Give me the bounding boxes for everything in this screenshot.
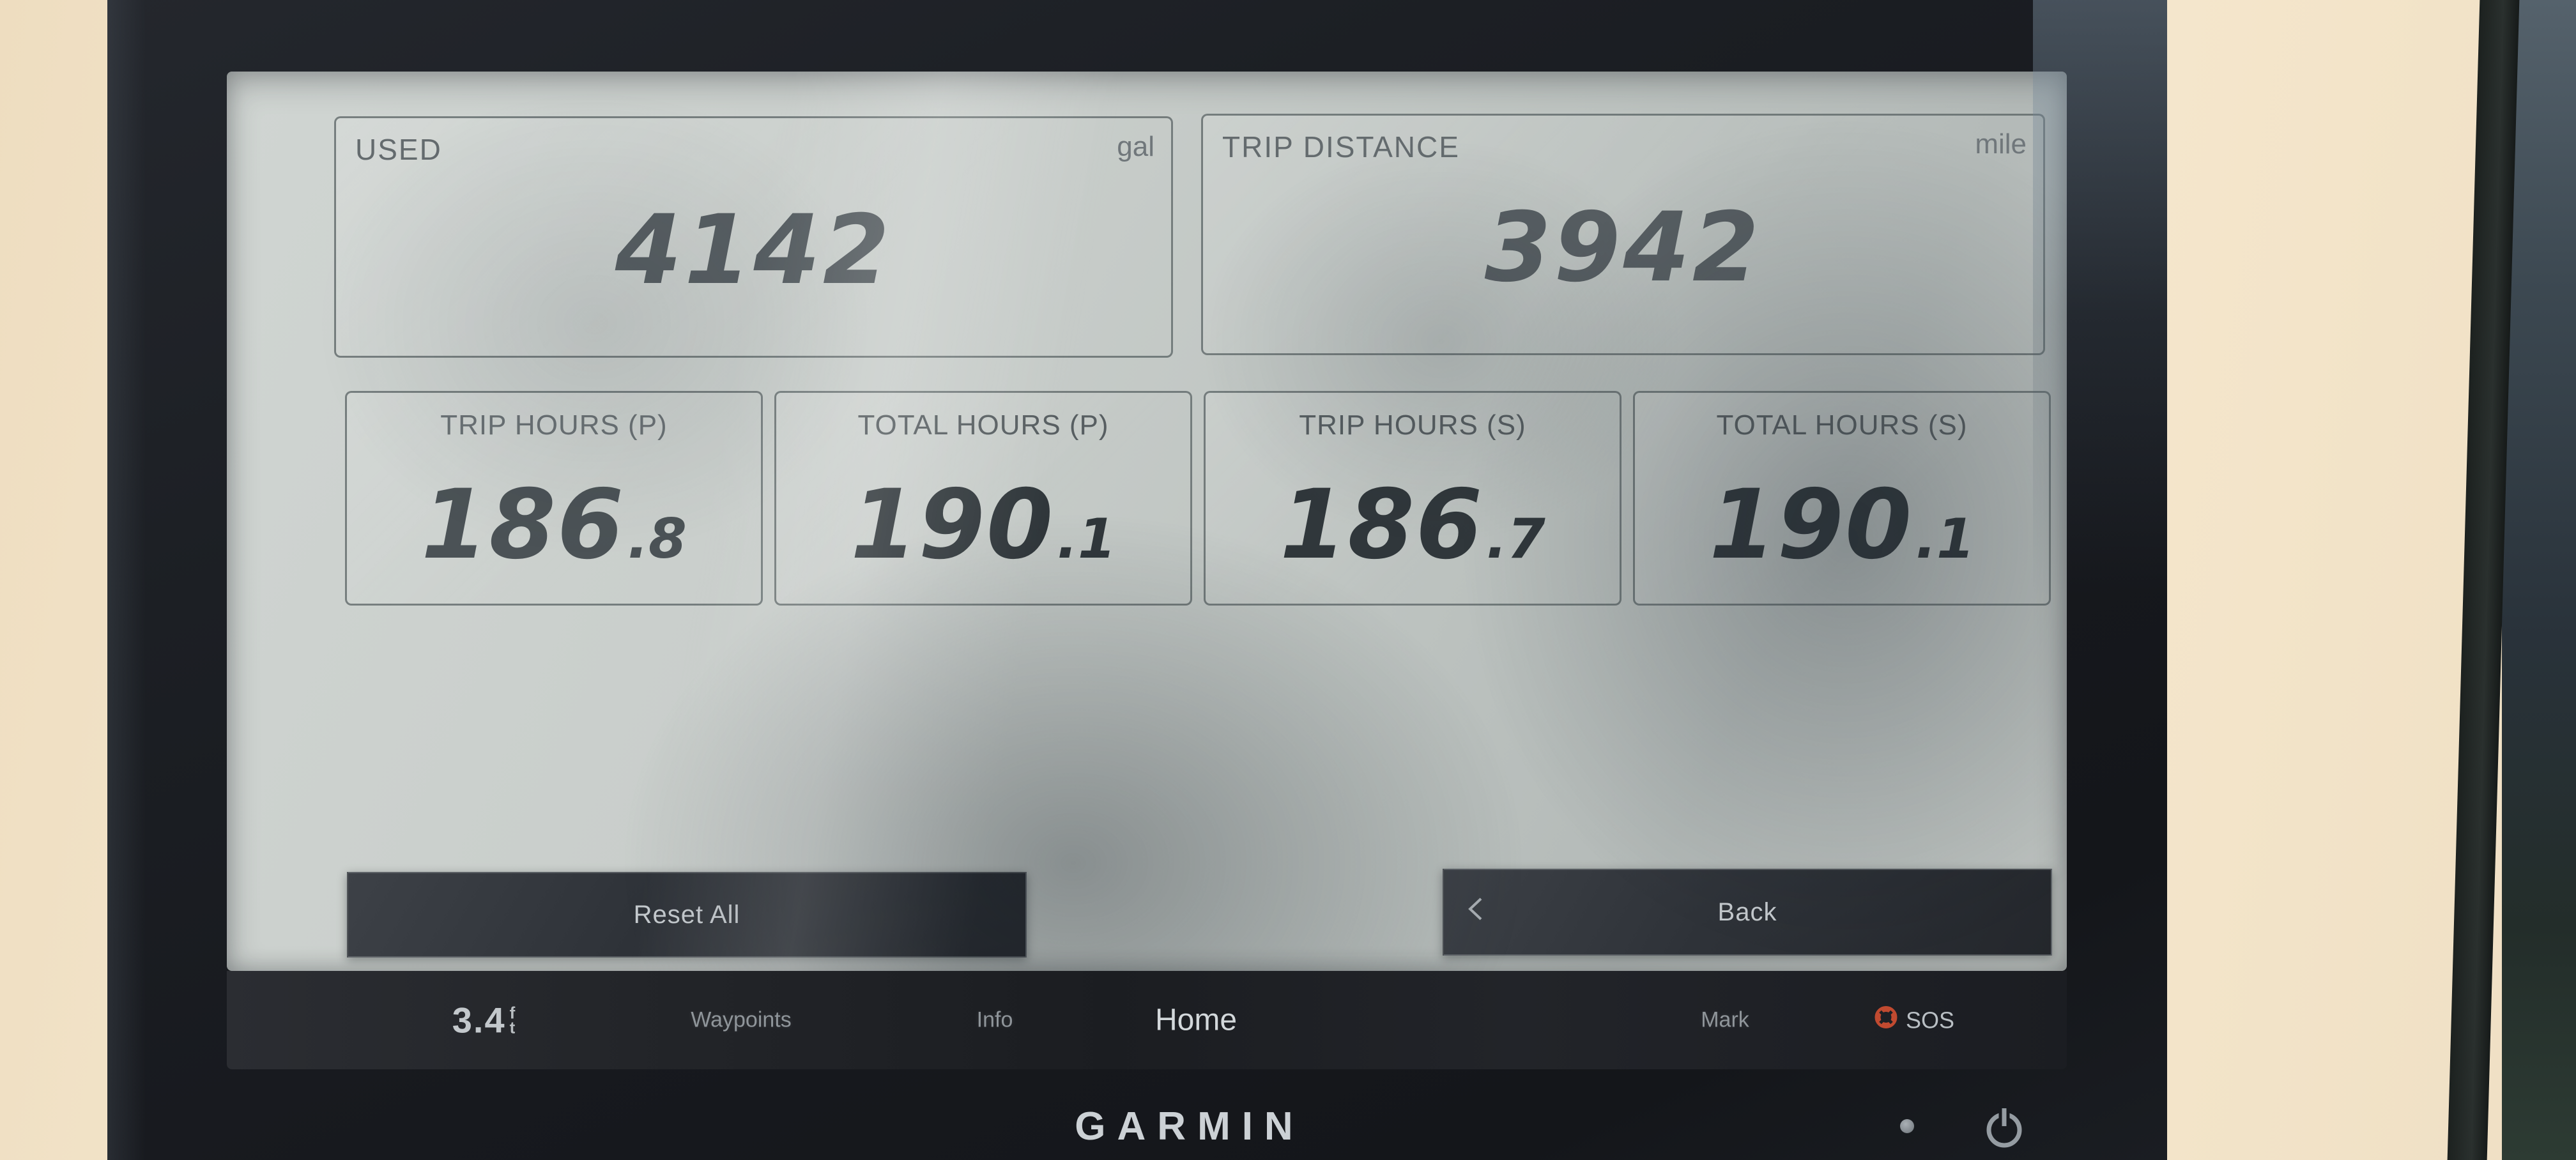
value-decimal: .1 [1915,507,1975,571]
trip-hours-port-panel: TRIP HOURS (P) 186 .8 [345,391,763,606]
reset-all-button[interactable]: Reset All [347,872,1027,958]
value-integer: 190 [850,469,1055,581]
value-decimal: .1 [1057,507,1116,571]
adjacent-reflective-object [2502,0,2576,1160]
panel-label: TOTAL HOURS (P) [857,409,1109,441]
screen: USED gal 4142 TRIP DISTANCE mile 3942 TR… [227,72,2067,971]
value-decimal: .8 [627,507,687,571]
panel-label: TOTAL HOURS (S) [1716,409,1968,441]
menu-item-mark[interactable]: Mark [1701,1007,1749,1032]
menu-item-home[interactable]: Home [1154,1003,1238,1037]
menu-item-info[interactable]: Info [976,1007,1013,1032]
trip-hours-starboard-panel: TRIP HOURS (S) 186 .7 [1204,391,1621,606]
panel-unit: mile [1975,128,2027,160]
depth-unit: f t [509,1003,516,1037]
panel-unit: gal [1117,131,1154,162]
panel-value: 4142 [615,195,893,306]
panel-label: USED [355,133,442,166]
sos-life-ring-icon [1873,1004,1899,1037]
power-button[interactable] [1980,1103,2028,1152]
depth-readout: 3.4 f t [452,1000,516,1041]
menu-item-waypoints[interactable]: Waypoints [691,1007,792,1032]
panel-value: 186 .8 [347,469,761,581]
back-chevron-icon [1462,894,1492,931]
total-hours-port-panel: TOTAL HOURS (P) 190 .1 [774,391,1192,606]
panel-value: 190 .1 [776,469,1190,581]
status-bar: 3.4 f t Waypoints Info Home Mark SOS [227,971,2067,1069]
trip-distance-panel: TRIP DISTANCE mile 3942 [1201,114,2045,355]
back-label: Back [1717,897,1777,926]
depth-value: 3.4 [452,1000,506,1041]
value-integer: 186 [1280,469,1484,581]
value-integer: 190 [1709,469,1913,581]
panel-label: TRIP HOURS (P) [440,409,668,441]
panel-value: 190 .1 [1635,469,2049,581]
total-hours-starboard-panel: TOTAL HOURS (S) 190 .1 [1633,391,2051,606]
reset-all-label: Reset All [633,900,740,929]
power-led [1900,1119,1914,1133]
sos-label: SOS [1905,1007,1955,1033]
panel-value: 186 .7 [1206,469,1620,581]
back-button[interactable]: Back [1443,869,2052,956]
menu-item-sos[interactable]: SOS [1873,1004,1954,1037]
value-integer: 186 [421,469,625,581]
fuel-used-panel: USED gal 4142 [334,116,1173,358]
panel-label: TRIP DISTANCE [1222,130,1460,164]
power-icon [1980,1106,2028,1154]
garmin-chartplotter-device: USED gal 4142 TRIP DISTANCE mile 3942 TR… [107,0,2167,1160]
garmin-logo: GARMIN [1075,1104,1305,1149]
panel-value: 3942 [1484,192,1762,303]
value-decimal: .7 [1486,507,1545,571]
panel-label: TRIP HOURS (S) [1299,409,1526,441]
